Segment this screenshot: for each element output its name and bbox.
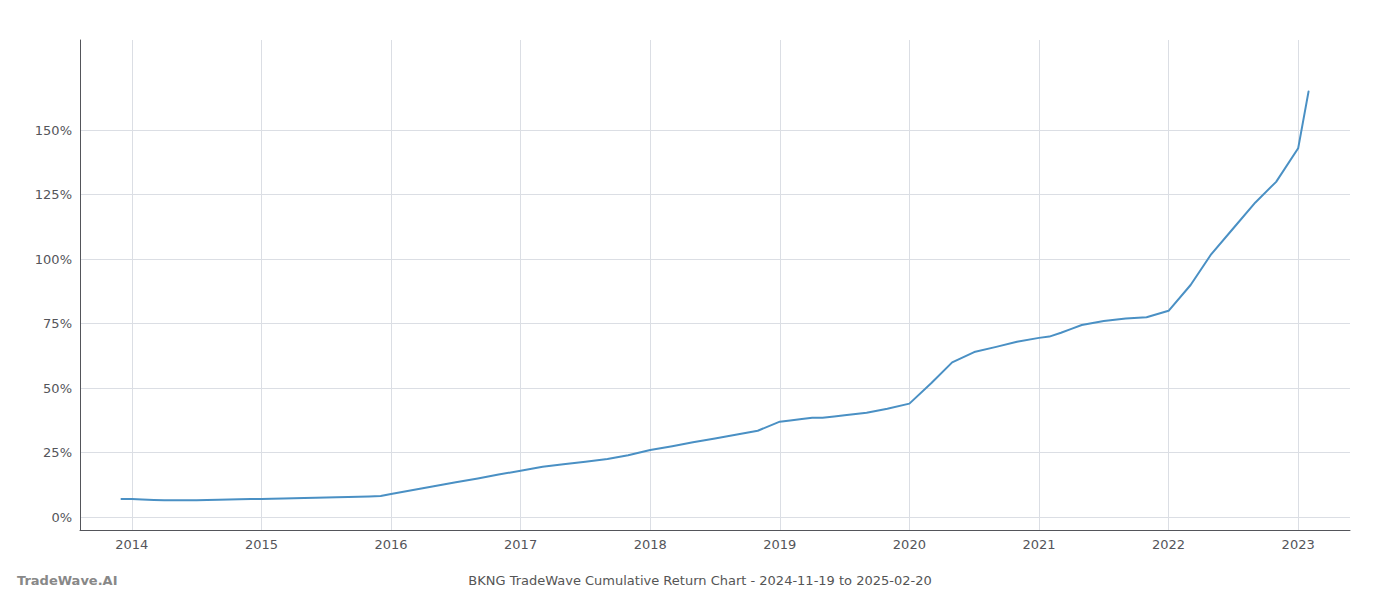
svg-text:TradeWave.AI: TradeWave.AI	[17, 573, 118, 588]
svg-text:25%: 25%	[43, 445, 72, 460]
svg-text:75%: 75%	[43, 316, 72, 331]
svg-text:150%: 150%	[35, 123, 72, 138]
svg-text:0%: 0%	[51, 510, 72, 525]
svg-text:2018: 2018	[634, 537, 667, 552]
svg-text:2017: 2017	[504, 537, 537, 552]
svg-text:2023: 2023	[1282, 537, 1315, 552]
svg-text:2020: 2020	[893, 537, 926, 552]
svg-text:2014: 2014	[115, 537, 148, 552]
svg-text:BKNG TradeWave Cumulative Retu: BKNG TradeWave Cumulative Return Chart -…	[468, 573, 931, 588]
svg-text:2015: 2015	[245, 537, 278, 552]
svg-text:100%: 100%	[35, 252, 72, 267]
svg-text:2016: 2016	[374, 537, 407, 552]
svg-text:2019: 2019	[763, 537, 796, 552]
svg-text:50%: 50%	[43, 381, 72, 396]
svg-text:125%: 125%	[35, 187, 72, 202]
svg-text:2022: 2022	[1152, 537, 1185, 552]
svg-text:2021: 2021	[1022, 537, 1055, 552]
